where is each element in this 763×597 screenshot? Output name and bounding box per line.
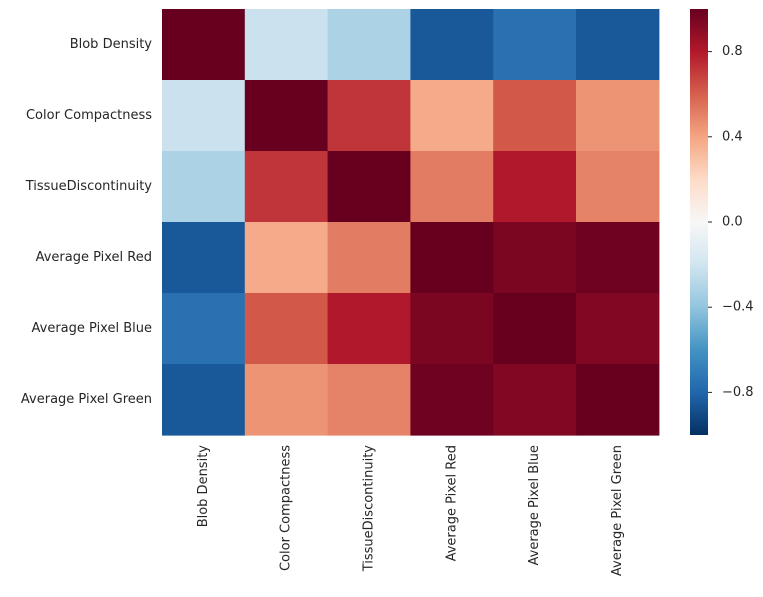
heatmap-cell-2-0 [162,151,246,223]
column-tick-label: Average Pixel Red [444,445,459,561]
heatmap-cell-5-3 [410,364,494,436]
heatmap-cell-0-0 [162,9,246,81]
row-tick-label: Blob Density [70,37,153,52]
row-tick-label: Average Pixel Green [21,392,152,407]
heatmap-cell-3-4 [493,222,577,294]
heatmap-cell-4-2 [327,293,411,365]
heatmap-cell-1-0 [162,80,246,152]
colorbar-gradient [690,9,708,435]
heatmap-cell-2-5 [576,151,660,223]
column-tick-label: Average Pixel Blue [527,445,542,566]
heatmap-cell-4-1 [244,293,329,365]
heatmap-cell-3-1 [244,222,329,294]
row-tick-label: Average Pixel Red [36,250,152,265]
row-tick-label: TissueDiscontinuity [25,179,153,194]
heatmap-cell-0-1 [244,9,329,81]
heatmap-cell-5-5 [576,364,660,436]
colorbar: 0.8 0.4 0.0 −0.4 −0.8 [690,9,754,435]
heatmap-cell-2-1 [244,151,329,223]
heatmap-cell-4-4 [493,293,577,365]
column-tick-label: Blob Density [196,445,211,528]
colorbar-tick-label: 0.0 [722,215,743,230]
row-labels: Blob Density Color Compactness TissueDisco… [21,37,152,407]
column-labels: Blob Density Color Compactness TissueDisco… [196,445,625,576]
heatmap-cell-0-4 [493,9,577,81]
heatmap-cell-5-1 [244,364,329,436]
column-tick-label: Average Pixel Green [610,445,625,576]
heatmap-cell-2-2 [327,151,411,223]
heatmap-cells [162,9,660,436]
heatmap-cell-3-2 [327,222,411,294]
heatmap-cell-4-3 [410,293,494,365]
colorbar-tick-label: −0.4 [722,300,754,315]
heatmap-cell-4-5 [576,293,660,365]
heatmap-cell-3-5 [576,222,660,294]
heatmap-cell-5-4 [493,364,577,436]
column-tick-label: TissueDiscontinuity [362,445,377,573]
heatmap-cell-2-4 [493,151,577,223]
heatmap-cell-1-2 [327,80,411,152]
colorbar-tick-label: 0.4 [722,129,743,144]
column-tick-label: Color Compactness [279,445,294,571]
colorbar-tick-label: −0.8 [722,385,754,400]
colorbar-tick-label: 0.8 [722,44,743,59]
heatmap-cell-0-3 [410,9,494,81]
row-tick-label: Average Pixel Blue [32,321,153,336]
heatmap-cell-2-3 [410,151,494,223]
row-tick-label: Color Compactness [26,108,152,123]
heatmap-cell-1-5 [576,80,660,152]
heatmap-cell-5-2 [327,364,411,436]
heatmap-cell-0-2 [327,9,411,81]
heatmap-cell-1-1 [244,80,329,152]
heatmap-cell-0-5 [576,9,660,81]
heatmap-cell-1-3 [410,80,494,152]
heatmap-cell-3-0 [162,222,246,294]
heatmap-cell-4-0 [162,293,246,365]
heatmap-cell-5-0 [162,364,246,436]
heatmap-cell-1-4 [493,80,577,152]
heatmap-cell-3-3 [410,222,494,294]
